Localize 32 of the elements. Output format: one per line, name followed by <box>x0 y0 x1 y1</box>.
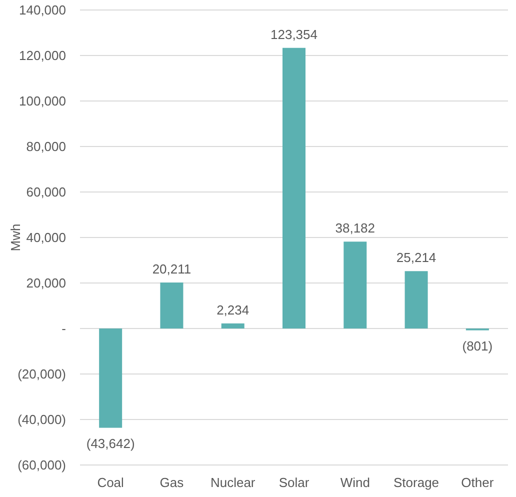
data-label: (801) <box>462 338 493 354</box>
data-label: 2,234 <box>216 302 250 318</box>
y-tick-label: 40,000 <box>26 230 66 246</box>
y-tick-label: (60,000) <box>18 458 66 473</box>
bar <box>99 328 122 428</box>
x-tick-label: Other <box>461 475 494 490</box>
bar <box>221 323 244 328</box>
bar <box>160 282 184 328</box>
bar <box>282 48 306 328</box>
y-tick-label: 100,000 <box>19 94 66 109</box>
y-tick-label: (40,000) <box>18 412 66 428</box>
y-axis-title: Mwh <box>8 224 23 252</box>
y-tick-label: 60,000 <box>26 184 66 200</box>
data-label: (43,642) <box>86 436 135 451</box>
x-tick-label: Gas <box>160 475 184 490</box>
x-tick-label: Coal <box>97 475 124 490</box>
x-tick-label: Wind <box>340 475 370 490</box>
x-tick-label: Nuclear <box>210 475 256 490</box>
y-tick-label: - <box>62 321 66 336</box>
x-tick-label: Solar <box>278 475 310 490</box>
x-tick-label: Storage <box>394 475 440 490</box>
y-tick-label: 120,000 <box>19 48 66 64</box>
y-tick-label: 20,000 <box>26 276 66 291</box>
data-label: 38,182 <box>335 220 376 236</box>
data-label: 25,214 <box>396 250 436 266</box>
data-label: 20,211 <box>152 262 192 277</box>
bar <box>404 271 428 328</box>
data-label: 123,354 <box>270 26 318 42</box>
bar <box>344 242 367 328</box>
y-tick-label: 80,000 <box>26 139 66 154</box>
y-tick-label: (20,000) <box>18 366 66 382</box>
y-tick-label: 140,000 <box>19 2 66 18</box>
